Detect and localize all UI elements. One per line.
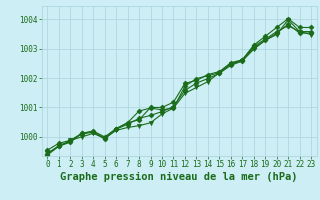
X-axis label: Graphe pression niveau de la mer (hPa): Graphe pression niveau de la mer (hPa): [60, 172, 298, 182]
